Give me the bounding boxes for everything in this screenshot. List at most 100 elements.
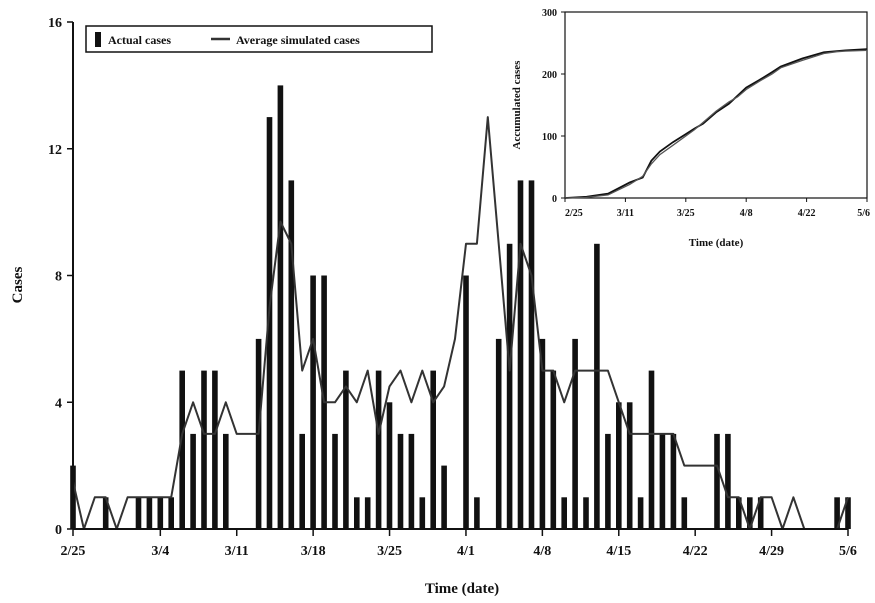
legend-box (85, 25, 433, 53)
main-y-ticks: 0 4 8 12 16 (48, 16, 73, 538)
y-tick-label: 16 (48, 16, 62, 31)
actual-cases-bar (681, 497, 688, 529)
actual-cases-bar (670, 433, 677, 529)
inset-x-tick-label: 4/8 (740, 208, 753, 219)
actual-cases-bar (364, 497, 371, 529)
x-tick-label: 4/15 (606, 544, 631, 559)
main-chart: 0 4 8 12 16 2/25 3/4 3/11 3/18 3/25 4/1 4/8 4/15 4/2… (10, 16, 857, 597)
inset-y-tick-label: 0 (552, 194, 557, 205)
actual-cases-bar (616, 402, 622, 530)
actual-cases-bar (550, 370, 557, 529)
actual-cases-bar (201, 370, 207, 529)
inset-chart: 0 100 200 300 2/25 3/11 3/25 4/8 4/22 5/6 Time (… (511, 8, 870, 249)
main-y-axis-label: Cases (10, 267, 26, 304)
inset-y-tick-label: 300 (542, 8, 557, 19)
x-tick-label: 3/18 (301, 544, 326, 559)
legend-actual-label: Actual cases (108, 33, 171, 47)
actual-cases-bar (626, 402, 633, 530)
actual-cases-bar (736, 497, 742, 529)
actual-cases-bar (419, 497, 426, 529)
inset-x-tick-label: 3/25 (677, 208, 695, 219)
actual-cases-bar (495, 338, 502, 529)
actual-cases-bar (223, 433, 229, 529)
actual-cases-bar (637, 497, 644, 529)
actual-cases-bar (375, 370, 382, 529)
actual-cases-bar (539, 338, 546, 529)
actual-cases-bar (757, 497, 764, 529)
actual-cases-bar (332, 433, 338, 529)
actual-cases-bar (408, 433, 415, 529)
actual-cases-bar (463, 275, 469, 529)
x-tick-label: 4/22 (683, 544, 708, 559)
actual-cases-bar (506, 243, 513, 530)
actual-cases-bar (354, 497, 360, 529)
actual-cases-bar (430, 370, 436, 529)
inset-x-tick-label: 5/6 (857, 208, 870, 219)
y-tick-label: 0 (55, 523, 62, 538)
x-tick-label: 5/6 (839, 544, 857, 559)
actual-cases-bar (266, 117, 273, 529)
actual-cases-bar (517, 180, 524, 529)
inset-y-tick-label: 100 (542, 132, 557, 143)
main-x-axis-label: Time (date) (425, 581, 499, 597)
actual-cases-bar (528, 180, 535, 529)
actual-cases-bar (212, 370, 218, 529)
y-tick-label: 8 (55, 270, 62, 285)
actual-cases-bar (583, 497, 589, 529)
legend-bar-swatch (95, 32, 101, 47)
actual-cases-bar (747, 497, 753, 529)
inset-y-axis-label: Accumulated cases (511, 60, 523, 150)
legend: Actual cases Average simulated cases (85, 25, 433, 53)
actual-cases-bar (310, 275, 316, 529)
actual-cases-bar (845, 497, 851, 529)
actual-cases-bar (146, 497, 153, 529)
actual-cases-bar (572, 338, 578, 529)
actual-cases-bar (288, 180, 295, 529)
actual-cases-bar (659, 433, 666, 529)
actual-cases-bar (714, 433, 720, 529)
inset-y-ticks: 0 100 200 300 (542, 8, 565, 205)
x-tick-label: 4/1 (457, 544, 475, 559)
actual-cases-bar (190, 433, 196, 529)
inset-x-tick-label: 4/22 (798, 208, 816, 219)
actual-cases-bar (648, 370, 655, 529)
actual-cases-bar (725, 433, 731, 529)
inset-x-tick-label: 3/11 (617, 208, 634, 219)
inset-y-tick-label: 200 (542, 70, 557, 81)
actual-cases-bar (157, 497, 164, 529)
x-tick-label: 4/8 (533, 544, 551, 559)
actual-cases-bar (605, 433, 611, 529)
actual-cases-bar (834, 497, 840, 529)
actual-cases-bar (561, 497, 567, 529)
actual-cases-bar (441, 465, 447, 529)
inset-simulated-line (564, 49, 868, 199)
actual-cases-bar (168, 497, 174, 529)
inset-plot-frame (564, 11, 868, 199)
actual-cases-bar (386, 402, 393, 530)
actual-cases-bar (397, 433, 404, 529)
legend-simulated-label: Average simulated cases (236, 33, 360, 47)
y-tick-label: 4 (55, 396, 62, 411)
x-tick-label: 3/25 (377, 544, 402, 559)
actual-cases-bar (474, 497, 480, 529)
inset-x-ticks: 2/25 3/11 3/25 4/8 4/22 5/6 (564, 198, 870, 219)
actual-cases-bar (135, 497, 142, 529)
y-tick-label: 12 (48, 143, 62, 158)
actual-cases-bar (594, 243, 600, 530)
actual-cases-bar (299, 433, 305, 529)
inset-x-axis-label: Time (date) (689, 237, 744, 249)
inset-x-tick-label: 2/25 (565, 208, 583, 219)
actual-cases-bar (102, 497, 109, 529)
main-x-ticks: 2/25 3/4 3/11 3/18 3/25 4/1 4/8 4/15 4/22 4/29 5/6 (61, 529, 857, 559)
simulated-cases-line (72, 116, 849, 530)
actual-cases-bar (277, 85, 284, 530)
x-tick-label: 4/29 (759, 544, 784, 559)
x-tick-label: 3/4 (151, 544, 169, 559)
actual-cases-bar (343, 370, 349, 529)
x-tick-label: 3/11 (225, 544, 249, 559)
main-chart-marks (70, 85, 851, 530)
inset-chart-marks (564, 48, 868, 199)
actual-cases-bar (179, 370, 185, 529)
x-tick-label: 2/25 (61, 544, 86, 559)
